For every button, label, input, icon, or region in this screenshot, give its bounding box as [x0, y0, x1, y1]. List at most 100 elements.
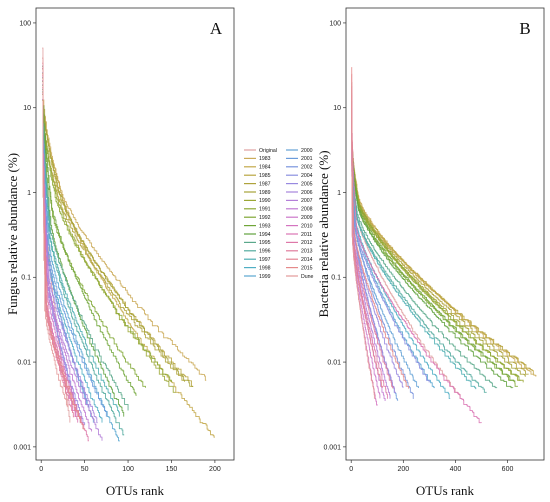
- panel-b-letter: B: [519, 19, 530, 38]
- legend-item-1994: 1994: [244, 232, 271, 238]
- y-tick-label: 1: [337, 190, 341, 197]
- legend-label: 2011: [301, 232, 312, 238]
- legend-label: 1983: [259, 156, 271, 162]
- series-line-original: [351, 134, 461, 399]
- legend-item-1991: 1991: [244, 207, 271, 213]
- series-line-1997: [42, 77, 120, 417]
- legend-label: 1984: [259, 165, 271, 171]
- series-line-2005: [42, 84, 86, 426]
- legend-item-2001: 2001: [286, 156, 313, 162]
- series-line-2012: [42, 87, 89, 442]
- legend-label: 1990: [259, 198, 271, 204]
- legend-item-2014: 2014: [286, 257, 313, 263]
- series-line-2006: [42, 93, 98, 424]
- y-tick-label: 1: [27, 190, 31, 197]
- legend-item-1990: 1990: [244, 198, 271, 204]
- series-line-1985: [42, 81, 194, 387]
- y-tick-label: 100: [19, 20, 31, 27]
- x-tick-label: 150: [166, 466, 178, 473]
- legend-label: 1996: [259, 249, 271, 255]
- legend-label: 2012: [301, 240, 313, 246]
- y-tick-label: 0.01: [327, 359, 341, 366]
- series-line-1987: [351, 134, 529, 375]
- legend-label: 1997: [259, 257, 271, 263]
- x-tick-label: 400: [450, 466, 462, 473]
- legend: Original 1983 1984 1985 1987 1989 1990 1991 1992…: [244, 148, 314, 280]
- legend-item-2015: 2015: [286, 265, 313, 271]
- legend-label: 2008: [301, 207, 313, 213]
- legend-item-1999: 1999: [244, 274, 271, 280]
- series-line-1983: [351, 127, 537, 377]
- y-tick-label: 0.1: [331, 275, 341, 282]
- series-line-2015: [351, 67, 409, 389]
- legend-item-original: Original: [244, 148, 277, 154]
- series-line-1993: [42, 65, 137, 396]
- series-line-1991: [42, 89, 172, 383]
- legend-item-1983: 1983: [244, 156, 271, 162]
- legend-item-1985: 1985: [244, 173, 271, 179]
- legend-item-1987: 1987: [244, 181, 271, 187]
- series-line-2008: [42, 76, 93, 432]
- legend-item-1992: 1992: [244, 215, 271, 221]
- series-line-1995: [351, 142, 498, 389]
- series-line-2005: [351, 116, 404, 388]
- legend-item-1995: 1995: [244, 240, 271, 246]
- series-line-1998: [351, 133, 451, 399]
- series-line-1997: [351, 142, 477, 390]
- series-line-1994: [351, 133, 514, 389]
- series-line-1996: [42, 84, 125, 436]
- panel-a-x-axis: 0 50 100 150 200: [39, 460, 221, 473]
- legend-item-2005: 2005: [286, 181, 313, 187]
- legend-label: 2015: [301, 265, 313, 271]
- series-line-1989: [42, 84, 194, 388]
- series-line-dune: [351, 81, 375, 399]
- y-tick-label: 10: [23, 105, 31, 112]
- panel-a-y-axis: 100 10 1 0.1 0.01 0.001: [13, 20, 36, 451]
- legend-label: 1993: [259, 223, 271, 229]
- legend-item-1996: 1996: [244, 249, 271, 255]
- legend-label: 2009: [301, 215, 313, 221]
- series-line-1991: [351, 134, 521, 381]
- series-line-1993: [351, 127, 516, 382]
- legend-label: 1992: [259, 215, 271, 221]
- panel-b-y-axis: 100 10 1 0.1 0.01 0.001: [323, 20, 346, 451]
- legend-label: 1985: [259, 173, 271, 179]
- series-line-1983: [42, 77, 207, 381]
- legend-label: 1989: [259, 190, 271, 196]
- panel-b-x-axis: 0 200 400 600: [349, 460, 513, 473]
- panel-b-frame: [345, 7, 545, 461]
- legend-label: Dune: [301, 274, 314, 280]
- legend-item-1989: 1989: [244, 190, 271, 196]
- legend-label: 2005: [301, 181, 313, 187]
- legend-item-1997: 1997: [244, 257, 271, 263]
- legend-label: 1999: [259, 274, 271, 280]
- legend-item-2006: 2006: [286, 190, 313, 196]
- panel-a-series: [42, 47, 215, 442]
- legend-label: 2007: [301, 198, 313, 204]
- series-line-2009: [42, 80, 84, 426]
- legend-label: 2004: [301, 173, 313, 179]
- panel-a: A 100 10 1 0.1 0.01 0.001 0 50 100 150 200 Fungus…: [5, 7, 235, 498]
- panel-b: B 100 10 1 0.1 0.01 0.001 0 200 400 600 Bacteria…: [316, 7, 545, 498]
- legend-label: 2006: [301, 190, 313, 196]
- series-line-1996: [351, 133, 487, 393]
- series-line-2002: [351, 126, 414, 399]
- y-tick-label: 0.1: [21, 275, 31, 282]
- series-line-2013: [351, 82, 394, 389]
- series-line-2002: [42, 72, 90, 407]
- y-tick-label: 100: [329, 20, 341, 27]
- legend-item-2007: 2007: [286, 198, 313, 204]
- series-line-dune: [42, 57, 68, 408]
- y-tick-label: 0.001: [323, 444, 341, 451]
- panel-a-y-title: Fungus relative abundance (%): [5, 153, 20, 315]
- panel-b-x-title: OTUs rank: [416, 483, 475, 498]
- y-tick-label: 10: [333, 105, 341, 112]
- series-line-2004: [351, 133, 430, 383]
- legend-item-dune: Dune: [286, 274, 314, 280]
- x-tick-label: 600: [502, 466, 514, 473]
- y-tick-label: 0.01: [17, 359, 31, 366]
- legend-label: 1995: [259, 240, 271, 246]
- legend-item-2008: 2008: [286, 207, 313, 213]
- series-line-1995: [42, 80, 129, 411]
- legend-label: 2014: [301, 257, 313, 263]
